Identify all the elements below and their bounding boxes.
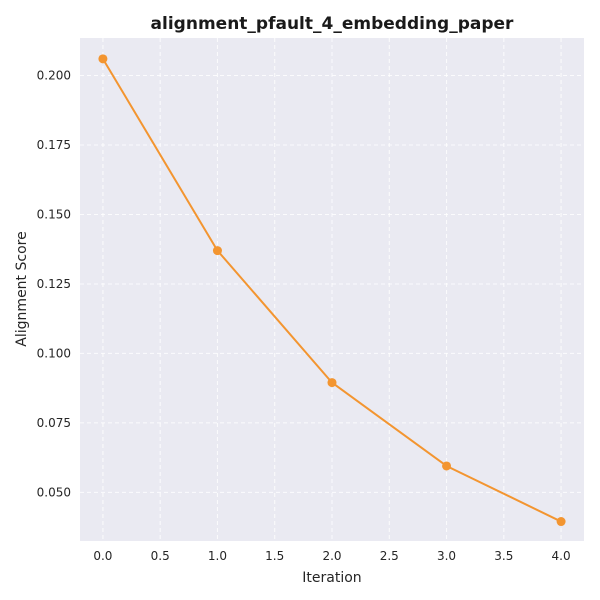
data-point [212, 246, 222, 256]
x-tick-label: 2.5 [380, 549, 399, 563]
x-tick-label: 2.0 [322, 549, 341, 563]
data-point [442, 461, 452, 471]
x-tick-label: 0.0 [93, 549, 112, 563]
grid [80, 38, 584, 541]
x-tick-label: 1.0 [208, 549, 227, 563]
y-axis-label: Alignment Score [14, 231, 30, 346]
y-tick-label: 0.125 [37, 277, 71, 291]
y-tick-label: 0.175 [37, 138, 71, 152]
data-point [327, 378, 337, 388]
x-tick-label: 3.0 [437, 549, 456, 563]
data-point [98, 54, 108, 64]
y-tick-label: 0.075 [37, 416, 71, 430]
y-tick-label: 0.200 [37, 69, 71, 83]
x-tick-label: 0.5 [151, 549, 170, 563]
x-tick-label: 3.5 [494, 549, 513, 563]
data-point [556, 517, 566, 527]
x-tick-label: 1.5 [265, 549, 284, 563]
series-layer [98, 54, 566, 527]
y-tick-label: 0.050 [37, 485, 71, 499]
chart-title: alignment_pfault_4_embedding_paper [151, 14, 515, 34]
x-tick-label: 4.0 [552, 549, 571, 563]
y-axis-ticks: 0.050 0.075 0.100 0.125 0.150 0.175 0.200 [37, 69, 71, 500]
plot-area [80, 38, 584, 541]
y-tick-label: 0.150 [37, 207, 71, 221]
x-axis-label: Iteration [302, 570, 361, 586]
y-tick-label: 0.100 [37, 346, 71, 360]
x-axis-ticks: 0.0 0.5 1.0 1.5 2.0 2.5 3.0 3.5 4.0 [93, 549, 570, 563]
